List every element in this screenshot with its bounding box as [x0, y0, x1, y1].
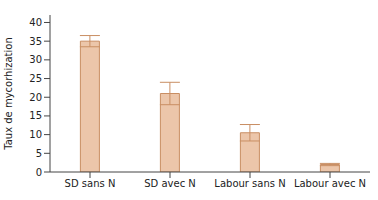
svg-text:30: 30	[29, 54, 42, 65]
svg-text:5: 5	[36, 148, 42, 159]
svg-text:0: 0	[36, 167, 42, 178]
svg-text:SD sans N: SD sans N	[65, 178, 116, 189]
svg-text:20: 20	[29, 92, 42, 103]
svg-text:SD avec N: SD avec N	[144, 178, 196, 189]
svg-text:35: 35	[29, 36, 42, 47]
svg-text:10: 10	[29, 129, 42, 140]
svg-text:Labour sans N: Labour sans N	[214, 178, 285, 189]
svg-text:Taux de mycorhization: Taux de mycorhization	[8, 37, 14, 151]
svg-text:40: 40	[29, 17, 42, 28]
svg-text:Labour avec N: Labour avec N	[294, 178, 366, 189]
svg-text:25: 25	[29, 73, 42, 84]
svg-text:15: 15	[29, 110, 42, 121]
